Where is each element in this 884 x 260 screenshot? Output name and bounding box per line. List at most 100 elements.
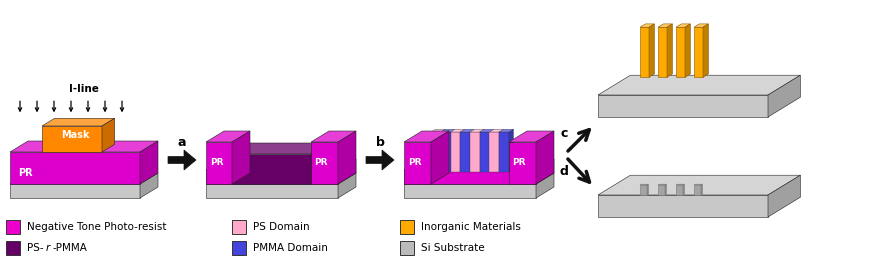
Polygon shape [431,131,449,184]
Bar [6,220,20,234]
Polygon shape [640,24,654,27]
Polygon shape [311,142,338,184]
Text: a: a [178,136,187,149]
Polygon shape [232,143,329,154]
Polygon shape [480,129,494,132]
Polygon shape [206,142,232,184]
Text: Si Substrate: Si Substrate [421,243,484,253]
Text: I-line: I-line [69,84,99,94]
Polygon shape [366,150,394,170]
Text: d: d [560,165,568,178]
Text: PR: PR [18,168,33,178]
Polygon shape [640,27,649,77]
Text: PMMA Domain: PMMA Domain [253,243,328,253]
Polygon shape [404,131,449,142]
Polygon shape [499,132,509,172]
Polygon shape [598,195,768,217]
Polygon shape [10,173,158,184]
Polygon shape [499,129,514,132]
Polygon shape [461,132,470,172]
Polygon shape [232,154,311,184]
Polygon shape [490,129,504,132]
Polygon shape [658,185,665,195]
Polygon shape [431,129,446,132]
Polygon shape [206,184,338,198]
Text: -PMMA: -PMMA [52,243,87,253]
Polygon shape [703,24,708,77]
Text: b: b [376,136,385,149]
Polygon shape [206,170,338,184]
Text: Negative Tone Photo-resist: Negative Tone Photo-resist [27,222,166,232]
Polygon shape [658,27,667,77]
Polygon shape [102,118,115,152]
Polygon shape [140,141,158,184]
Polygon shape [658,24,673,27]
Polygon shape [10,141,158,152]
Polygon shape [404,173,554,184]
Polygon shape [338,159,356,184]
Text: r: r [45,243,50,253]
Polygon shape [598,75,800,95]
Polygon shape [665,184,667,195]
Polygon shape [640,184,648,185]
Polygon shape [480,132,490,172]
Polygon shape [42,126,102,152]
Polygon shape [598,95,768,117]
Polygon shape [10,152,140,184]
Polygon shape [701,184,702,195]
Polygon shape [311,131,356,142]
Polygon shape [431,132,441,172]
Polygon shape [768,75,800,117]
Polygon shape [338,173,356,198]
Polygon shape [338,131,356,184]
Polygon shape [676,27,685,77]
Bar [400,241,414,255]
Polygon shape [598,175,800,195]
Polygon shape [470,132,480,172]
Polygon shape [490,132,499,172]
Polygon shape [441,132,451,172]
Text: PR: PR [210,158,224,167]
Polygon shape [536,173,554,198]
Text: PR: PR [512,158,525,167]
Polygon shape [694,184,702,185]
Polygon shape [536,131,554,184]
Text: PS-: PS- [27,243,43,253]
Polygon shape [168,150,196,170]
Polygon shape [470,129,484,132]
Polygon shape [667,24,673,77]
Bar [232,241,246,255]
Text: Mask: Mask [61,130,89,140]
Polygon shape [451,132,461,172]
Polygon shape [676,184,684,185]
Polygon shape [658,184,667,185]
Polygon shape [404,142,431,184]
Polygon shape [640,185,647,195]
Text: Inorganic Materials: Inorganic Materials [421,222,521,232]
Polygon shape [647,184,648,195]
Polygon shape [683,184,684,195]
Polygon shape [676,24,690,27]
Text: c: c [560,127,568,140]
Polygon shape [451,129,465,132]
Polygon shape [232,131,250,184]
Polygon shape [509,129,514,172]
Polygon shape [509,131,554,142]
Polygon shape [404,170,536,184]
Polygon shape [536,159,554,184]
Polygon shape [694,24,708,27]
Polygon shape [404,159,554,170]
Polygon shape [311,143,329,184]
Polygon shape [685,24,690,77]
Bar [400,220,414,234]
Polygon shape [649,24,654,77]
Polygon shape [694,185,701,195]
Bar [232,220,246,234]
Polygon shape [206,159,356,170]
Polygon shape [10,184,140,198]
Text: PR: PR [408,158,422,167]
Polygon shape [461,129,475,132]
Polygon shape [206,131,250,142]
Polygon shape [509,142,536,184]
Polygon shape [768,175,800,217]
